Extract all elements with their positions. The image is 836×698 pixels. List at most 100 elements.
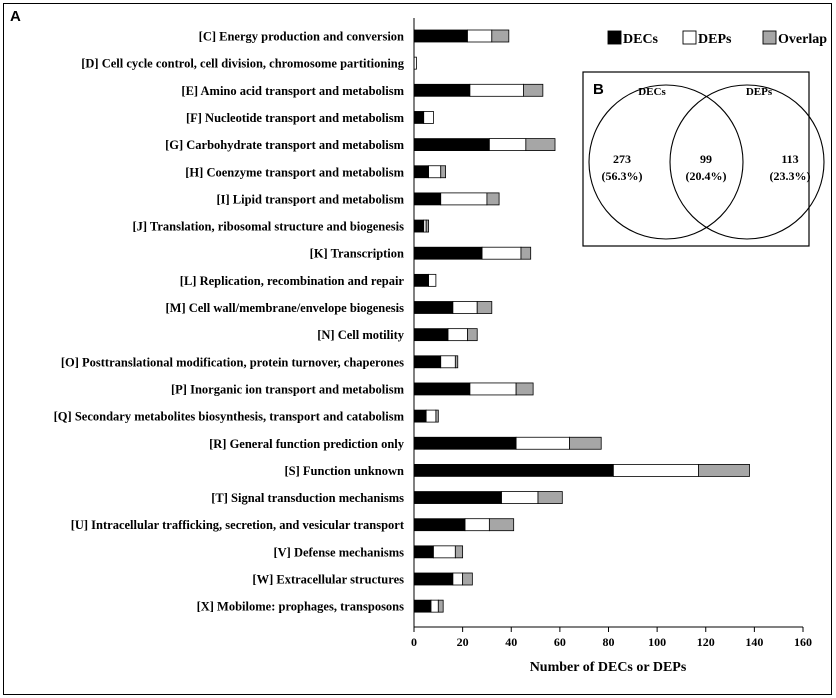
x-tick-label-20: 20 [457, 635, 469, 649]
bar-r-overlap [569, 436, 602, 450]
panel-b-label: B [593, 81, 604, 98]
bar-r-deps [515, 436, 570, 450]
category-label-l: [L] Replication, recombination and repai… [180, 274, 405, 288]
bar-f-decs [413, 111, 425, 124]
bar-h-decs [413, 165, 429, 179]
bar-o-deps [440, 355, 456, 369]
category-label-e: [E] Amino acid transport and metabolism [181, 84, 404, 98]
category-label-c: [C] Energy production and conversion [199, 30, 404, 44]
category-label-k: [K] Transcription [310, 247, 404, 261]
bar-m-deps [452, 301, 478, 314]
bar-o-decs [413, 355, 442, 369]
bar-w-overlap [462, 572, 473, 586]
bar-j-overlap [425, 219, 429, 233]
venn-box [582, 71, 810, 247]
bar-k-overlap [520, 246, 532, 260]
category-label-s: [S] Function unknown [285, 464, 405, 478]
x-axis-title: Number of DECs or DEPs [530, 660, 687, 675]
bar-x-deps [430, 599, 439, 613]
bar-t-decs [413, 491, 502, 504]
category-labels: [C] Energy production and conversion [D] … [54, 30, 405, 614]
x-tick-label-120: 120 [697, 635, 715, 649]
category-label-x: [X] Mobilome: prophages, transposons [197, 600, 405, 614]
bar-w-deps [452, 572, 464, 586]
bar-q-deps [425, 409, 437, 423]
bar-n-decs [413, 328, 449, 342]
category-label-u: [U] Intracellular trafficking, secretion… [71, 518, 405, 532]
category-label-w: [W] Extracellular structures [252, 573, 404, 587]
legend: DECs DEPs Overlap [607, 30, 827, 47]
bar-p-decs [413, 382, 471, 396]
figure-frame [3, 3, 832, 695]
category-label-t: [T] Signal transduction mechanisms [211, 491, 404, 505]
x-tick-label-140: 140 [745, 635, 763, 649]
category-label-q: [Q] Secondary metabolites biosynthesis, … [54, 410, 405, 424]
bar-t-overlap [537, 491, 563, 504]
x-tick-label-40: 40 [505, 635, 517, 649]
bar-s-overlap [698, 463, 750, 477]
venn-overlap-percent: (20.4%) [686, 169, 727, 183]
legend-label-overlap: Overlap [778, 32, 827, 47]
bar-e-decs [413, 83, 471, 97]
bar-m-overlap [476, 301, 493, 314]
venn-decs-only-count: 273 [613, 152, 631, 166]
category-label-p: [P] Inorganic ion transport and metaboli… [171, 382, 405, 396]
x-tick-label-80: 80 [603, 635, 615, 649]
bar-v-overlap [454, 545, 464, 559]
x-tick-label-160: 160 [794, 635, 812, 649]
venn-set-label-deps: DEPs [746, 86, 773, 98]
bar-p-deps [469, 382, 517, 396]
venn-decs-only-percent: (56.3%) [602, 169, 643, 183]
legend-swatch-decs [607, 30, 622, 45]
bar-r-decs [413, 436, 517, 450]
category-label-j: [J] Translation, ribosomal structure and… [132, 220, 404, 234]
bar-x-overlap [437, 599, 444, 613]
bar-o-overlap [454, 355, 459, 369]
bar-c-deps [467, 29, 493, 43]
bar-e-deps [469, 83, 524, 97]
bar-g-deps [488, 138, 527, 152]
venn-overlap-count: 99 [700, 152, 712, 166]
category-label-g: [G] Carbohydrate transport and metabolis… [165, 138, 404, 152]
category-label-r: [R] General function prediction only [209, 437, 405, 451]
venn-panel: B DECs DEPs 273 (56.3%) 99 (20.4%) 113 (… [582, 71, 825, 247]
x-tick-label-100: 100 [648, 635, 666, 649]
venn-deps-only-percent: (23.3%) [770, 169, 811, 183]
venn-deps-only-count: 113 [781, 152, 798, 166]
bar-m-decs [413, 301, 454, 314]
x-tick-label-60: 60 [554, 635, 566, 649]
bar-l-decs [413, 273, 429, 287]
bar-k-deps [481, 246, 522, 260]
category-label-i: [I] Lipid transport and metabolism [216, 192, 404, 206]
category-label-m: [M] Cell wall/membrane/envelope biogenes… [165, 301, 404, 315]
bar-i-decs [413, 192, 442, 206]
legend-label-decs: DECs [623, 32, 659, 47]
category-label-n: [N] Cell motility [317, 328, 405, 342]
category-label-d: [D] Cell cycle control, cell division, c… [81, 57, 405, 71]
category-label-f: [F] Nucleotide transport and metabolism [186, 111, 405, 125]
bar-u-overlap [488, 518, 515, 532]
legend-label-deps: DEPs [698, 32, 732, 47]
bar-g-overlap [525, 138, 556, 152]
bar-p-overlap [515, 382, 534, 396]
bar-e-overlap [523, 83, 544, 97]
bar-q-overlap [435, 409, 439, 423]
bar-v-deps [433, 545, 456, 559]
category-label-h: [H] Coenzyme transport and metabolism [185, 165, 404, 179]
category-label-o: [O] Posttranslational modification, prot… [61, 355, 404, 369]
bar-q-decs [413, 409, 427, 423]
bar-h-deps [428, 165, 442, 179]
legend-swatch-overlap [762, 30, 777, 45]
bar-u-deps [464, 518, 490, 532]
bar-v-decs [413, 545, 434, 559]
bar-i-deps [440, 192, 488, 206]
bar-n-overlap [467, 328, 478, 342]
bar-w-decs [413, 572, 454, 586]
venn-circle-decs [588, 84, 744, 240]
category-label-v: [V] Defense mechanisms [273, 545, 404, 559]
panel-a-label: A [10, 8, 21, 25]
bar-s-decs [413, 463, 614, 477]
bar-i-overlap [486, 192, 500, 206]
venn-set-label-decs: DECs [638, 86, 666, 98]
